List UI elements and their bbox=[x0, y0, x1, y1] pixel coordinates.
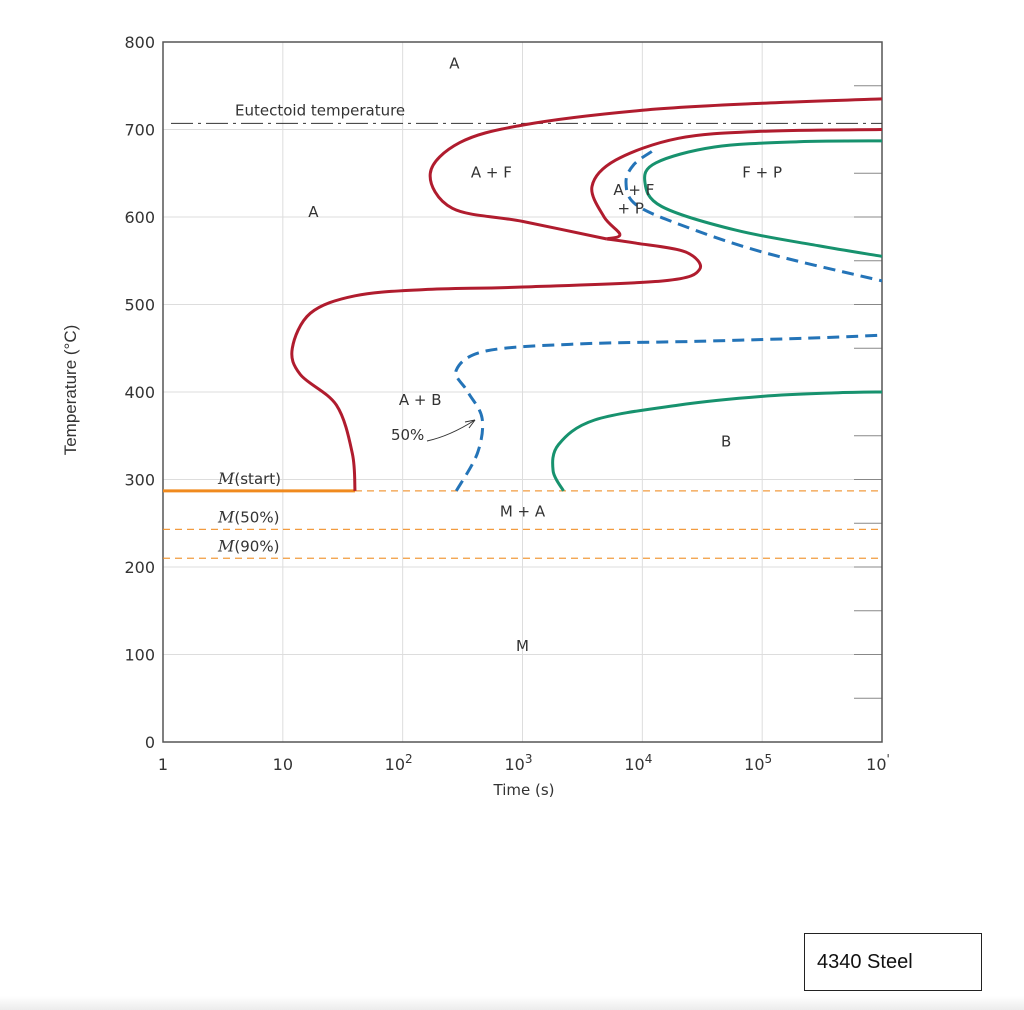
region-label: F + P bbox=[742, 164, 782, 182]
bottom-strip bbox=[0, 996, 1024, 1010]
caption-box: 4340 Steel bbox=[804, 933, 982, 991]
region-label: M bbox=[516, 637, 529, 655]
caption-text: 4340 Steel bbox=[817, 950, 913, 973]
x-tick-label: 103 bbox=[505, 752, 533, 774]
y-tick-label: 800 bbox=[124, 33, 155, 52]
x-tick-label: 1 bbox=[158, 755, 168, 774]
x-tick-labels: 1 10 102 103 104 105 10' bbox=[158, 752, 890, 774]
y-tick-label: 700 bbox=[124, 121, 155, 140]
x-axis-title: Time (s) bbox=[493, 781, 555, 799]
m-line-label: M(50%) bbox=[217, 507, 279, 526]
transformation-curves bbox=[290, 97, 883, 492]
region-label: A + F bbox=[471, 164, 512, 182]
region-label: A bbox=[308, 203, 319, 221]
y-tick-label: 300 bbox=[124, 471, 155, 490]
y-tick-label: 600 bbox=[124, 208, 155, 227]
x-tick-label: 10 bbox=[273, 755, 293, 774]
y-tick-labels: 0 100 200 300 400 500 600 700 800 bbox=[124, 33, 155, 752]
m-line-label: M(start) bbox=[217, 469, 281, 488]
curve-finish-pearlite bbox=[643, 139, 883, 258]
region-label: B bbox=[721, 432, 731, 450]
y-tick-label: 0 bbox=[145, 733, 155, 752]
curve-fifty-percent-bainite bbox=[454, 333, 883, 492]
curve-start-upper bbox=[428, 97, 883, 241]
y-axis-title: Temperature (°C) bbox=[61, 325, 80, 456]
curve-fifty-percent-pearlite bbox=[624, 150, 883, 283]
y-tick-label: 500 bbox=[124, 296, 155, 315]
fifty-percent-arrowhead bbox=[464, 419, 476, 429]
x-tick-label: 10' bbox=[866, 752, 890, 774]
region-label: + P bbox=[618, 200, 644, 218]
m-line-label: M(90%) bbox=[217, 536, 279, 555]
region-label: A + B bbox=[399, 391, 442, 409]
region-label: A + F bbox=[613, 181, 654, 199]
curve-start-pearlite bbox=[590, 128, 883, 241]
eutectoid-line: Eutectoid temperature bbox=[171, 101, 882, 124]
x-tick-label: 104 bbox=[624, 752, 652, 774]
curve-start-lower bbox=[290, 237, 702, 492]
y-tick-label: 400 bbox=[124, 383, 155, 402]
region-label: 50% bbox=[391, 426, 424, 444]
x-tick-label: 105 bbox=[744, 752, 772, 774]
region-label: A bbox=[449, 54, 460, 72]
y-tick-label: 200 bbox=[124, 558, 155, 577]
region-label: M + A bbox=[500, 502, 546, 520]
x-tick-label: 102 bbox=[385, 752, 413, 774]
martensite-lines: M(start) M(50%) M(90%) bbox=[163, 469, 882, 559]
eutectoid-label: Eutectoid temperature bbox=[235, 101, 405, 119]
curve-finish-bainite bbox=[551, 390, 883, 492]
y-tick-label: 100 bbox=[124, 646, 155, 665]
fifty-percent-arrow bbox=[426, 419, 476, 442]
region-labels: AAA + FA + F+ PF + PA + B50% BM + AM bbox=[308, 54, 782, 655]
grid bbox=[163, 42, 882, 742]
right-axis-minor-ticks bbox=[854, 85, 882, 699]
